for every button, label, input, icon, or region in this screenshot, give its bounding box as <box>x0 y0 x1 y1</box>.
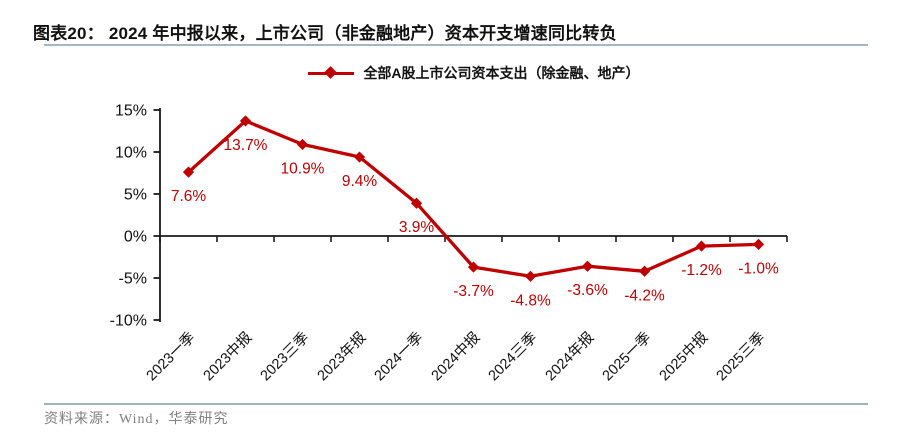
y-tick-label: 15% <box>115 103 147 120</box>
series-line <box>186 119 761 278</box>
data-point-label: -1.0% <box>738 260 779 277</box>
x-tick-label: 2024中报 <box>428 329 483 384</box>
data-point-marker <box>581 260 594 272</box>
data-point-marker <box>638 265 651 277</box>
x-tick-label: 2025三季 <box>713 329 768 384</box>
x-tick-label: 2023中报 <box>200 329 255 384</box>
data-point-label: -4.8% <box>510 292 551 309</box>
chart-legend: 全部A股上市公司资本支出（除金融、地产） <box>160 62 788 84</box>
source-note: 资料来源：Wind，华泰研究 <box>44 412 229 427</box>
x-tick-label: 2024三季 <box>485 329 540 384</box>
legend-series-label: 全部A股上市公司资本支出（除金融、地产） <box>363 65 640 81</box>
y-tick-label: 0% <box>124 229 147 246</box>
data-point-marker <box>353 151 366 163</box>
y-tick-label: 10% <box>115 145 147 162</box>
y-tick-label: -10% <box>110 313 147 330</box>
y-tick-label: 5% <box>124 187 147 204</box>
data-point-label: -3.6% <box>567 282 608 299</box>
x-tick-label: 2025一季 <box>599 329 654 384</box>
capex-growth-line-chart: 15% 10% 5% 0% -5% -10%2023一季 2023中报 2023三季 2023年… <box>110 103 788 384</box>
data-point-label: 3.9% <box>399 219 435 236</box>
title-divider <box>44 44 868 46</box>
x-tick-label: 2025中报 <box>656 329 711 384</box>
x-tick-label: 2023三季 <box>257 329 312 384</box>
data-point-marker <box>182 166 195 178</box>
data-point-marker <box>410 197 423 209</box>
data-point-label: 10.9% <box>281 160 325 177</box>
data-point-marker <box>524 270 537 282</box>
x-tick-label: 2024一季 <box>371 329 426 384</box>
data-point-marker <box>752 238 765 250</box>
y-tick-label: -5% <box>119 271 147 288</box>
x-tick-label: 2024年报 <box>542 329 597 384</box>
x-tick-label: 2023年报 <box>314 329 369 384</box>
data-point-label: 7.6% <box>171 188 207 205</box>
data-point-label: -3.7% <box>453 283 494 300</box>
figure-title: 图表20： 2024 年中报以来，上市公司（非金融地产）资本开支增速同比转负 <box>33 24 617 43</box>
data-point-label: -1.2% <box>681 262 722 279</box>
data-point-marker <box>695 240 708 252</box>
data-point-label: 9.4% <box>342 173 378 190</box>
data-point-marker <box>239 115 252 127</box>
x-tick-label: 2023一季 <box>143 329 198 384</box>
data-point-label: -4.2% <box>624 287 665 304</box>
legend-line-diamond-icon <box>308 66 355 79</box>
data-point-marker <box>467 261 480 273</box>
data-point-label: 13.7% <box>224 137 268 154</box>
footer-divider <box>44 403 868 405</box>
data-point-marker <box>296 138 309 151</box>
